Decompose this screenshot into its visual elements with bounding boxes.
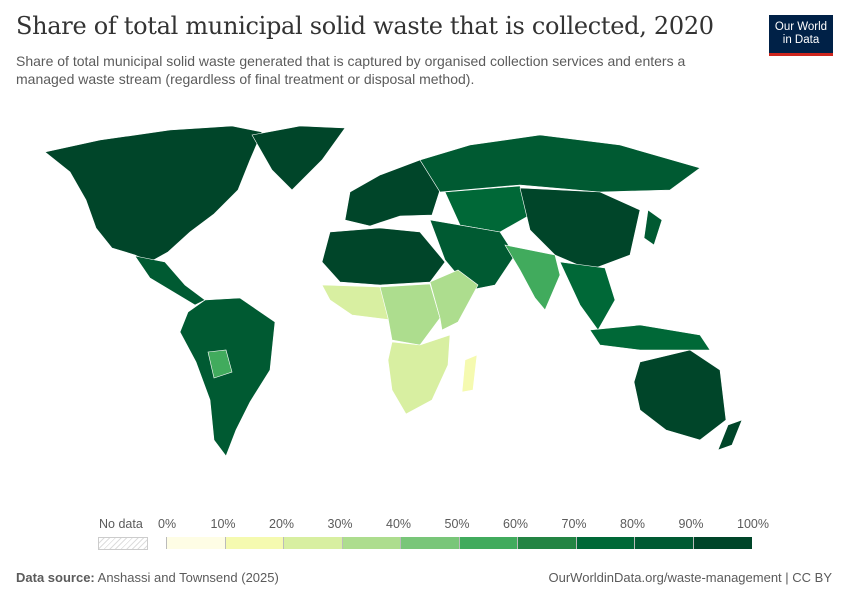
country-region[interactable] (559, 261, 616, 331)
legend-bin[interactable] (517, 537, 577, 549)
country-region[interactable] (717, 419, 743, 451)
legend-tick: 60% (503, 517, 529, 531)
owid-logo[interactable]: Our World in Data (769, 15, 833, 56)
country-region[interactable] (419, 134, 701, 193)
legend-no-data-swatch[interactable] (98, 537, 148, 550)
source-label: Data source: (16, 570, 95, 585)
country-region[interactable] (251, 125, 346, 191)
country-region[interactable] (461, 354, 478, 393)
country-region[interactable] (134, 255, 206, 306)
country-region[interactable] (519, 187, 641, 271)
legend-tick: 30% (327, 517, 353, 531)
legend-bin[interactable] (166, 537, 226, 549)
chart-subtitle: Share of total municipal solid waste gen… (16, 53, 686, 87)
legend-no-data-label: No data (99, 517, 143, 531)
legend-bin[interactable] (634, 537, 694, 549)
country-region[interactable] (633, 349, 727, 441)
country-region[interactable] (321, 227, 446, 286)
legend-tick: 50% (444, 517, 470, 531)
country-region[interactable] (429, 269, 479, 331)
legend-tick: 100% (737, 517, 769, 531)
country-region[interactable] (179, 297, 276, 457)
legend-tick: 90% (678, 517, 704, 531)
legend-bin[interactable] (458, 537, 518, 549)
legend-bin[interactable] (283, 537, 343, 549)
legend-tick: 0% (158, 517, 177, 531)
chart-title: Share of total municipal solid waste tha… (16, 12, 714, 40)
country-region[interactable] (379, 283, 441, 346)
legend-tick: 40% (386, 517, 412, 531)
legend-tick: 70% (561, 517, 587, 531)
legend-bin[interactable] (224, 537, 284, 549)
legend-bin[interactable] (692, 537, 752, 549)
legend-tick: 10% (210, 517, 236, 531)
country-region[interactable] (444, 185, 531, 233)
country-region[interactable] (344, 159, 441, 227)
data-source: Data source: Anshassi and Townsend (2025… (16, 570, 279, 585)
country-region[interactable] (429, 219, 516, 291)
country-region[interactable] (643, 209, 663, 246)
legend-bin[interactable] (400, 537, 460, 549)
source-link[interactable]: Anshassi and Townsend (2025) (97, 570, 279, 585)
legend-bin[interactable] (575, 537, 635, 549)
country-region[interactable] (207, 349, 233, 379)
country-region[interactable] (504, 244, 561, 311)
country-region[interactable] (387, 334, 451, 415)
legend-tick: 20% (269, 517, 295, 531)
country-region[interactable] (589, 324, 711, 351)
footer-link[interactable]: OurWorldinData.org/waste-management | CC… (548, 570, 832, 585)
world-map[interactable] (0, 115, 850, 515)
country-region[interactable] (44, 125, 263, 263)
legend-bin[interactable] (341, 537, 401, 549)
legend-tick: 80% (620, 517, 646, 531)
country-region[interactable] (321, 284, 393, 321)
